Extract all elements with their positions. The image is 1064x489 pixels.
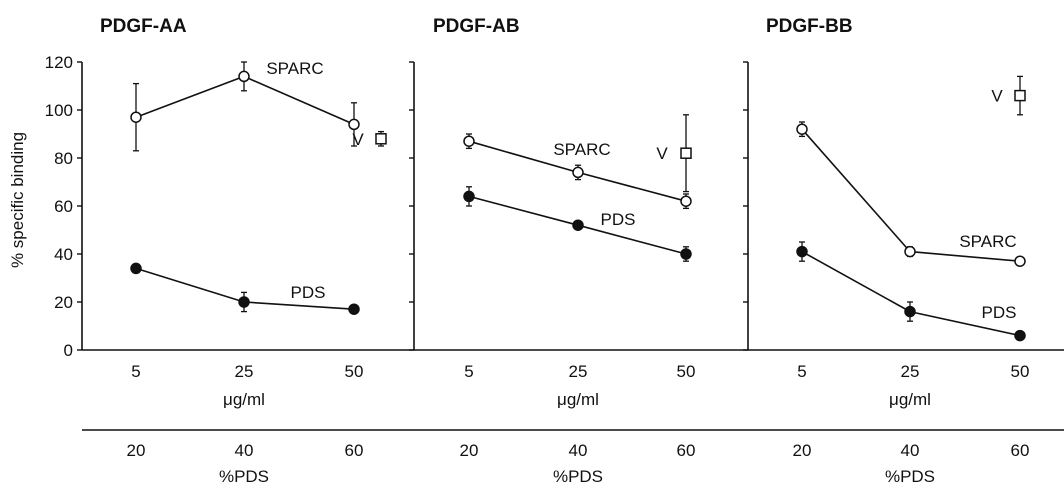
- y-tick-label: 0: [64, 341, 73, 360]
- x-tick-label-ug-ml: 50: [345, 362, 364, 381]
- series-label-sparc: SPARC: [553, 140, 610, 159]
- series-label-sparc: SPARC: [959, 232, 1016, 251]
- data-point-sparc: [904, 245, 916, 258]
- data-point-pds: [572, 219, 584, 231]
- x-tick-label-pds: 20: [793, 441, 812, 460]
- x-axis-title-ug-ml: μg/ml: [889, 390, 931, 409]
- vehicle-label: V: [352, 130, 364, 149]
- data-point-sparc: [463, 135, 475, 147]
- series-label-pds: PDS: [601, 210, 636, 229]
- vehicle-label: V: [656, 144, 668, 163]
- x-axis-title-pds: %PDS: [219, 467, 269, 486]
- x-tick-label-pds: 40: [569, 441, 588, 460]
- x-tick-label-pds: 20: [460, 441, 479, 460]
- data-point-pds: [463, 190, 475, 203]
- x-tick-label-ug-ml: 25: [901, 362, 920, 381]
- x-axis-title-ug-ml: μg/ml: [557, 390, 599, 409]
- y-axis-title: % specific binding: [8, 132, 27, 268]
- data-point-pds: [1014, 329, 1026, 342]
- panel-pdgf-ab: PDGF-AB 5 20 25 40 50 60 μg/ml %PDS SPARC PDS V: [409, 16, 695, 486]
- y-tick-label: 80: [54, 149, 73, 168]
- data-point-sparc: [1014, 255, 1026, 267]
- data-point-sparc: [130, 111, 142, 123]
- data-point-pds: [680, 248, 692, 260]
- y-tick-label: 40: [54, 245, 73, 264]
- data-point-sparc: [238, 70, 250, 83]
- panel-title: PDGF-AB: [433, 16, 520, 37]
- series-label-sparc: SPARC: [266, 59, 323, 78]
- x-tick-label-pds: 40: [235, 441, 254, 460]
- series-line-pds: [801, 250, 1021, 337]
- series-label-pds: PDS: [982, 303, 1017, 322]
- x-tick-label-ug-ml: 5: [464, 362, 473, 381]
- panel-pdgf-aa: PDGF-AA 0 20 40 60 80 100 120 5 20 25 40 50 60 μg/ml %P…: [45, 16, 387, 486]
- x-tick-label-pds: 60: [345, 441, 364, 460]
- data-point-pds: [348, 303, 360, 315]
- x-tick-label-pds: 60: [677, 441, 696, 460]
- series-label-pds: PDS: [291, 283, 326, 302]
- data-point-pds: [238, 296, 250, 308]
- data-point-pds: [796, 245, 808, 258]
- data-point-sparc: [680, 195, 692, 207]
- x-tick-label-pds: 40: [901, 441, 920, 460]
- x-axis-title-pds: %PDS: [885, 467, 935, 486]
- x-tick-label-ug-ml: 5: [131, 362, 140, 381]
- x-tick-label-ug-ml: 50: [1011, 362, 1030, 381]
- data-point-pds: [904, 305, 916, 318]
- x-tick-label-pds: 20: [127, 441, 146, 460]
- x-tick-label-ug-ml: 50: [677, 362, 696, 381]
- panel-pdgf-bb: PDGF-BB 5 20 25 40 50 60 μg/ml %PDS SPARC PDS V: [743, 16, 1029, 486]
- x-tick-label-ug-ml: 25: [569, 362, 588, 381]
- x-tick-label-ug-ml: 25: [235, 362, 254, 381]
- y-tick-label: 120: [45, 53, 73, 72]
- data-point-vehicle: [375, 133, 387, 145]
- series-line-sparc: [135, 75, 355, 126]
- data-point-vehicle: [680, 147, 692, 159]
- y-tick-label: 20: [54, 293, 73, 312]
- data-point-vehicle: [1014, 89, 1026, 102]
- y-tick-label: 60: [54, 197, 73, 216]
- panel-title: PDGF-BB: [766, 16, 853, 37]
- data-point-sparc: [796, 123, 808, 135]
- x-axis-title-pds: %PDS: [553, 467, 603, 486]
- y-tick-label: 100: [45, 101, 73, 120]
- vehicle-label: V: [991, 87, 1003, 106]
- x-tick-label-pds: 60: [1011, 441, 1030, 460]
- panel-title: PDGF-AA: [100, 16, 187, 37]
- data-point-pds: [130, 262, 142, 275]
- data-point-sparc: [348, 118, 360, 131]
- data-point-sparc: [572, 166, 584, 179]
- x-tick-label-ug-ml: 5: [797, 362, 806, 381]
- x-axis-title-ug-ml: μg/ml: [223, 390, 265, 409]
